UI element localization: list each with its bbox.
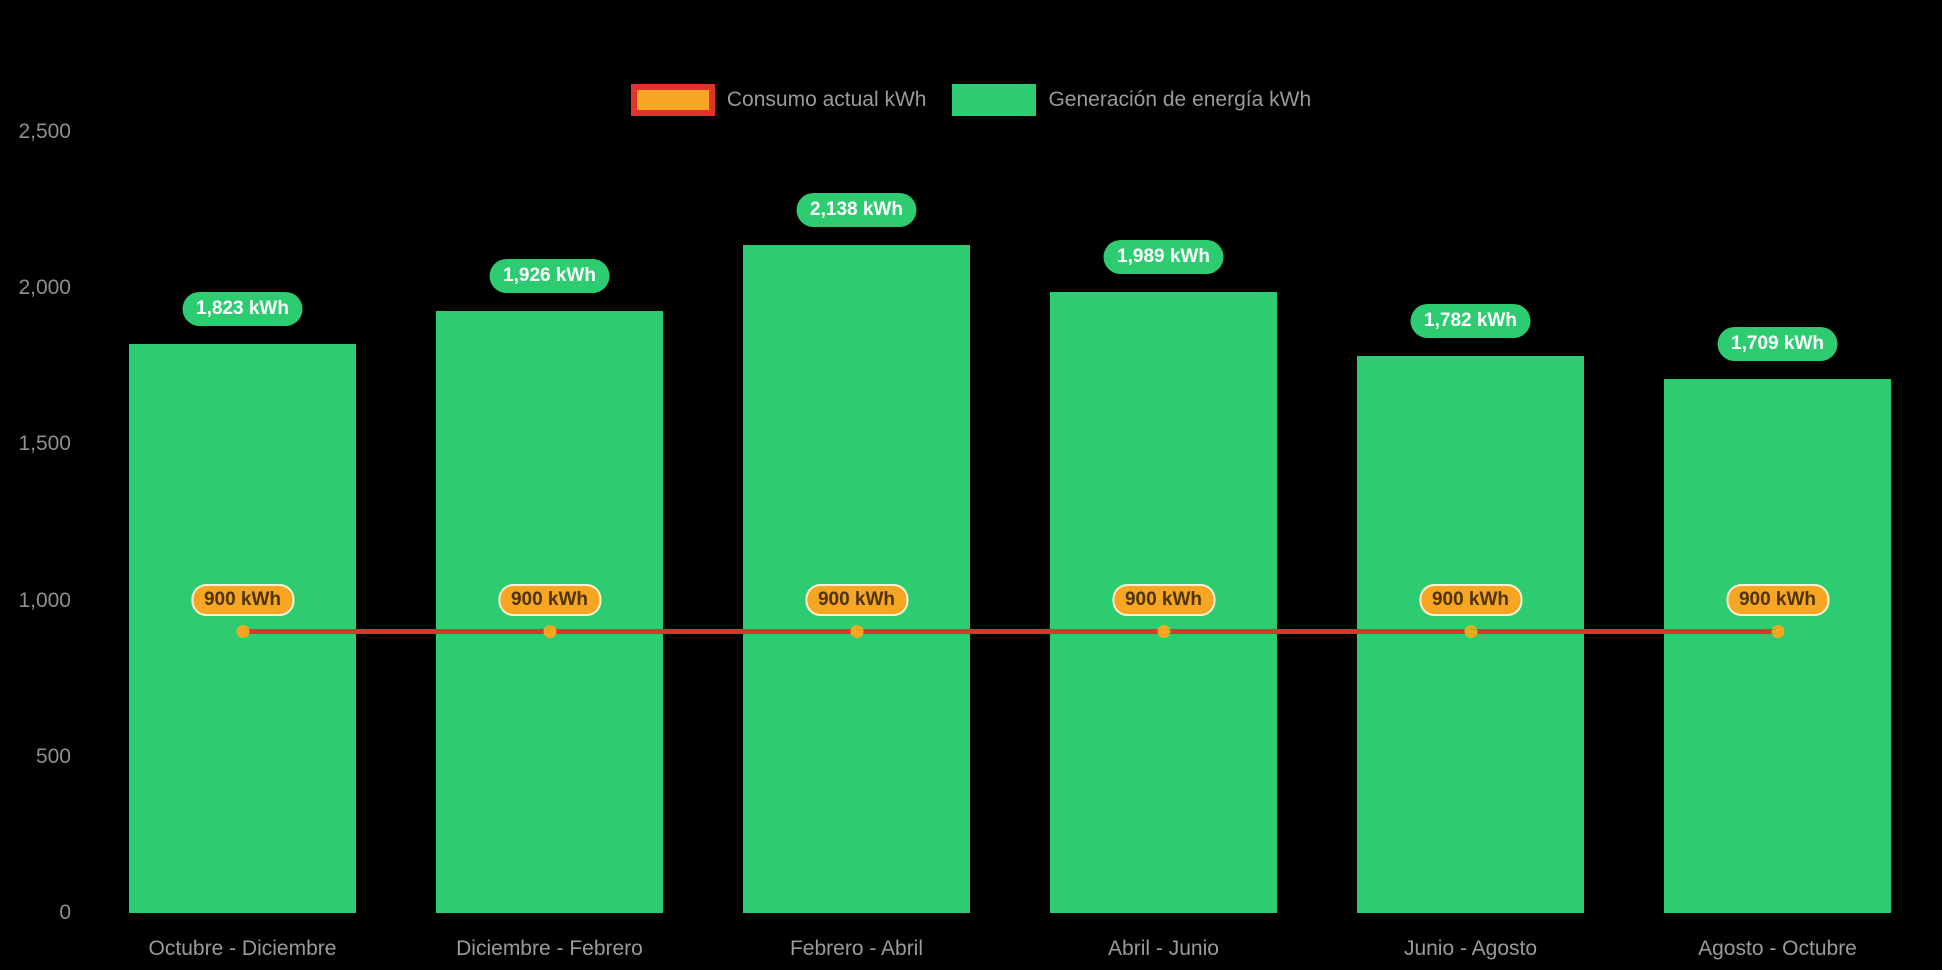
consumption-value-badge: 900 kWh	[1725, 583, 1830, 616]
x-axis-label: Junio - Agosto	[1403, 937, 1538, 960]
consumo-line-swatch-icon	[630, 84, 715, 116]
y-axis-tick-label: 2,000	[18, 276, 71, 300]
category-slot: 1,823 kWh 900 kWh Octubre - Diciembre	[89, 132, 396, 960]
category-slot: 2,138 kWh 900 kWh Febrero - Abril	[703, 132, 1010, 960]
category-slot: 1,782 kWh 900 kWh Junio - Agosto	[1317, 132, 1624, 960]
consumption-line	[242, 629, 1778, 635]
generation-bar[interactable]	[1663, 379, 1892, 913]
x-axis-label: Agosto - Octubre	[1698, 937, 1857, 960]
consumption-value-badge: 900 kWh	[804, 583, 909, 616]
legend-label-generacion: Generación de energía kWh	[1048, 88, 1312, 111]
generacion-bar-swatch-icon	[952, 84, 1037, 116]
generation-value-badge: 1,926 kWh	[489, 259, 610, 294]
generation-value-badge: 1,989 kWh	[1103, 239, 1224, 274]
consumption-value-badge: 900 kWh	[497, 583, 602, 616]
y-axis-tick-label: 2,500	[18, 120, 71, 143]
consumption-point-icon	[236, 625, 249, 639]
legend-item-generacion[interactable]: Generación de energía kWh	[952, 84, 1311, 116]
consumption-point-icon	[1464, 625, 1477, 639]
y-axis-tick-label: 1,000	[18, 588, 71, 612]
consumption-point-icon	[850, 625, 863, 639]
generation-value-badge: 1,782 kWh	[1410, 304, 1531, 339]
generation-bar[interactable]	[742, 245, 971, 913]
category-slot: 1,989 kWh 900 kWh Abril - Junio	[1010, 132, 1317, 960]
consumption-point-icon	[1771, 625, 1784, 639]
y-axis-tick-label: 500	[35, 744, 71, 768]
legend-label-consumo: Consumo actual kWh	[726, 88, 927, 111]
generation-value-badge: 1,709 kWh	[1717, 327, 1838, 362]
category-slot: 1,709 kWh 900 kWh Agosto - Octubre	[1624, 132, 1931, 960]
consumption-point-icon	[543, 625, 556, 639]
consumption-value-badge: 900 kWh	[190, 583, 295, 616]
category-slot: 1,926 kWh 900 kWh Diciembre - Febrero	[396, 132, 703, 960]
y-axis: 0 500 1,000 1,500 2,000 2,500	[0, 0, 71, 970]
consumption-point-icon	[1157, 625, 1170, 639]
x-axis-label: Diciembre - Febrero	[456, 937, 643, 960]
consumption-value-badge: 900 kWh	[1111, 583, 1216, 616]
y-axis-tick-label: 0	[59, 901, 71, 924]
x-axis-label: Octubre - Diciembre	[148, 937, 337, 960]
consumption-value-badge: 900 kWh	[1418, 583, 1523, 616]
plot-area: 1,823 kWh 900 kWh Octubre - Diciembre 1,926…	[89, 132, 1931, 960]
generation-value-badge: 1,823 kWh	[182, 291, 303, 326]
generation-value-badge: 2,138 kWh	[796, 193, 917, 228]
chart-legend: Consumo actual kWh Generación de energía…	[0, 84, 1942, 116]
x-axis-label: Febrero - Abril	[789, 937, 924, 960]
y-axis-tick-label: 1,500	[18, 432, 71, 456]
x-axis-label: Abril - Junio	[1108, 937, 1219, 960]
legend-item-consumo[interactable]: Consumo actual kWh	[630, 84, 927, 116]
